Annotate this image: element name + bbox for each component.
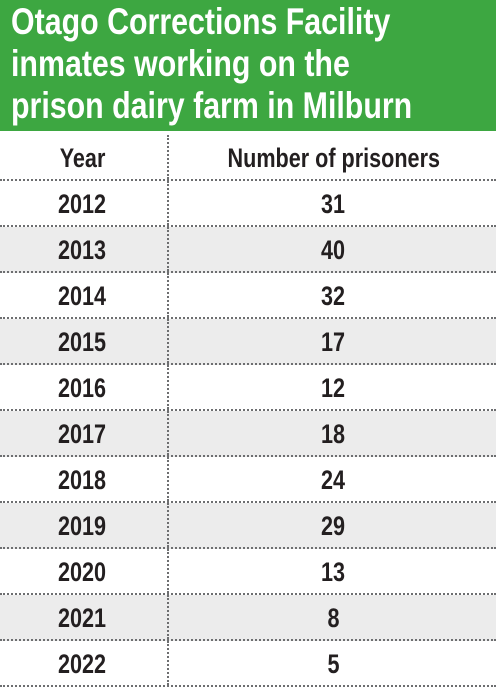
prisoners-cell: 5 [167,641,496,685]
cell-text: 2013 [58,235,107,265]
header-banner: Otago Corrections Facility inmates workin… [0,0,496,131]
cell-text: 32 [321,281,346,311]
year-cell: 2020 [0,549,165,593]
year-cell: 2019 [0,503,165,547]
header-row: Year Number of prisoners [0,135,496,181]
cell-text: 24 [321,465,346,495]
cell-text: 18 [321,419,346,449]
cell-text: 2018 [58,465,107,495]
prisoners-cell: 8 [167,595,496,639]
title-line: Otago Corrections Facility [11,1,391,42]
year-cell: 2021 [0,595,165,639]
table-row: 2019 29 [0,503,496,549]
table-row: 2015 17 [0,319,496,365]
cell-text: 31 [321,189,346,219]
cell-text: 17 [321,327,346,357]
cell-text: 2014 [58,281,107,311]
cell-text: 8 [327,603,340,633]
column-header-text: Number of prisoners [227,143,440,173]
cell-text: 2017 [58,419,107,449]
cell-text: 2016 [58,373,107,403]
prisoners-cell: 18 [167,411,496,455]
table-row: 2012 31 [0,181,496,227]
prisoners-cell: 24 [167,457,496,501]
prisoners-cell: 13 [167,549,496,593]
column-header-text: Year [59,143,106,173]
cell-text: 2021 [58,603,107,633]
cell-text: 29 [321,511,346,541]
year-cell: 2013 [0,227,165,271]
cell-text: 2012 [58,189,107,219]
table-row: 2020 13 [0,549,496,595]
table-row: 2016 12 [0,365,496,411]
column-header: Year [0,135,165,179]
prisoners-cell: 12 [167,365,496,409]
column-header: Number of prisoners [167,135,496,179]
year-cell: 2018 [0,457,165,501]
cell-text: 5 [327,649,340,679]
cell-text: 2020 [58,557,107,587]
table-row: 2013 40 [0,227,496,273]
table: Year Number of prisoners 2012 31 2013 40 2014 3… [0,135,496,687]
table-row: 2014 32 [0,273,496,319]
table-row: 2017 18 [0,411,496,457]
year-cell: 2015 [0,319,165,363]
cell-text: 40 [321,235,346,265]
table-row: 2022 5 [0,641,496,687]
cell-text: 2015 [58,327,107,357]
year-cell: 2014 [0,273,165,317]
prisoners-cell: 17 [167,319,496,363]
year-cell: 2022 [0,641,165,685]
cell-text: 2019 [58,511,107,541]
prisoners-cell: 40 [167,227,496,271]
year-cell: 2012 [0,181,165,225]
cell-text: 13 [321,557,346,587]
prisoners-cell: 29 [167,503,496,547]
prisoners-cell: 32 [167,273,496,317]
prisoners-cell: 31 [167,181,496,225]
table-row: 2018 24 [0,457,496,503]
year-cell: 2017 [0,411,165,455]
year-cell: 2016 [0,365,165,409]
cell-text: 2022 [58,649,107,679]
cell-text: 12 [321,373,346,403]
title-line: inmates working on the [11,43,350,84]
title-line: prison dairy farm in Milburn [11,85,413,126]
table-row: 2021 8 [0,595,496,641]
